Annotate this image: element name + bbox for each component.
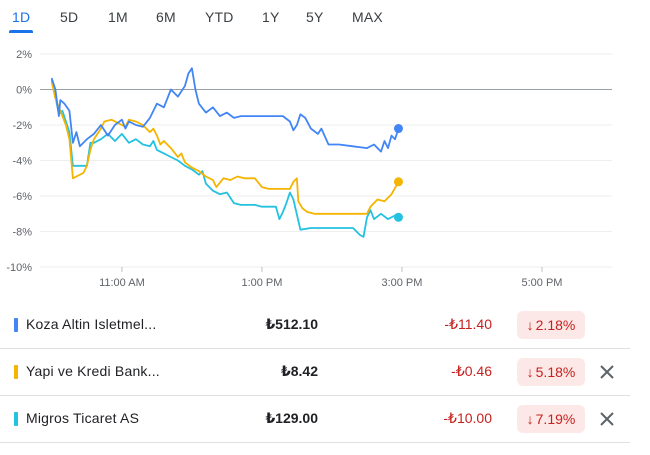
stock-price: ₺512.10 [265,316,318,332]
range-tabs: 1D 5D 1M 6M YTD 1Y 5Y MAX [0,0,650,36]
stock-name: Yapi ve Kredi Bank... [26,363,160,379]
arrow-down-icon: ↓ [526,364,534,380]
series-endpoint [393,177,403,187]
tab-max[interactable]: MAX [352,9,383,25]
series-line [51,67,400,153]
y-tick-label: -4% [12,156,32,168]
series-endpoint [393,124,403,134]
percent-change-badge: ↓ 2.18% [517,311,585,339]
stock-change: -₺10.00 [443,410,492,426]
x-tick-label: 3:00 PM [381,277,422,289]
price-chart: 2% 0% -2% -4% -6% -8% -10% 11:00 AM 1:00 PM 3:00 … [6,49,612,289]
y-tick-label: 2% [16,49,32,61]
series-color-swatch [14,412,18,426]
tab-6m[interactable]: 6M [156,9,176,25]
tab-1d[interactable]: 1D [12,9,31,25]
x-tick-label: 1:00 PM [241,277,282,289]
stock-price: ₺129.00 [265,410,318,426]
tab-1m[interactable]: 1M [108,9,128,25]
stock-name: Koza Altin Isletmel... [26,316,157,332]
series-line [51,81,400,215]
tab-ytd[interactable]: YTD [205,9,234,25]
tab-5y[interactable]: 5Y [306,9,324,25]
close-icon[interactable] [595,407,619,431]
list-item[interactable]: Koza Altin Isletmel... ₺512.10 -₺11.40 ↓… [0,302,630,349]
tab-1y[interactable]: 1Y [262,9,280,25]
percent-change-value: 2.18% [535,317,576,333]
tab-5d[interactable]: 5D [60,9,79,25]
percent-change-value: 5.18% [535,364,576,380]
y-tick-label: -8% [12,227,32,239]
percent-change-badge: ↓ 7.19% [517,405,585,433]
y-tick-label: -6% [12,191,32,203]
percent-change-badge: ↓ 5.18% [517,358,585,386]
stock-price: ₺8.42 [281,363,318,379]
y-tick-label: 0% [16,85,32,97]
list-item[interactable]: Yapi ve Kredi Bank... ₺8.42 -₺0.46 ↓ 5.1… [0,349,630,396]
series-color-swatch [14,365,18,379]
stock-change: -₺11.40 [444,316,492,332]
y-tick-label: -2% [12,120,32,132]
arrow-down-icon: ↓ [526,411,534,427]
x-tick-label: 5:00 PM [522,277,563,289]
series-endpoint [393,212,403,222]
active-tab-indicator [9,30,33,33]
y-tick-label: -10% [6,262,32,274]
close-icon[interactable] [595,360,619,384]
arrow-down-icon: ↓ [526,317,534,333]
percent-change-value: 7.19% [535,411,576,427]
stock-change: -₺0.46 [451,363,492,379]
x-tick-label: 11:00 AM [99,277,145,289]
series-color-swatch [14,318,18,332]
stock-name: Migros Ticaret AS [26,410,140,426]
list-item[interactable]: Migros Ticaret AS ₺129.00 -₺10.00 ↓ 7.19… [0,396,630,443]
